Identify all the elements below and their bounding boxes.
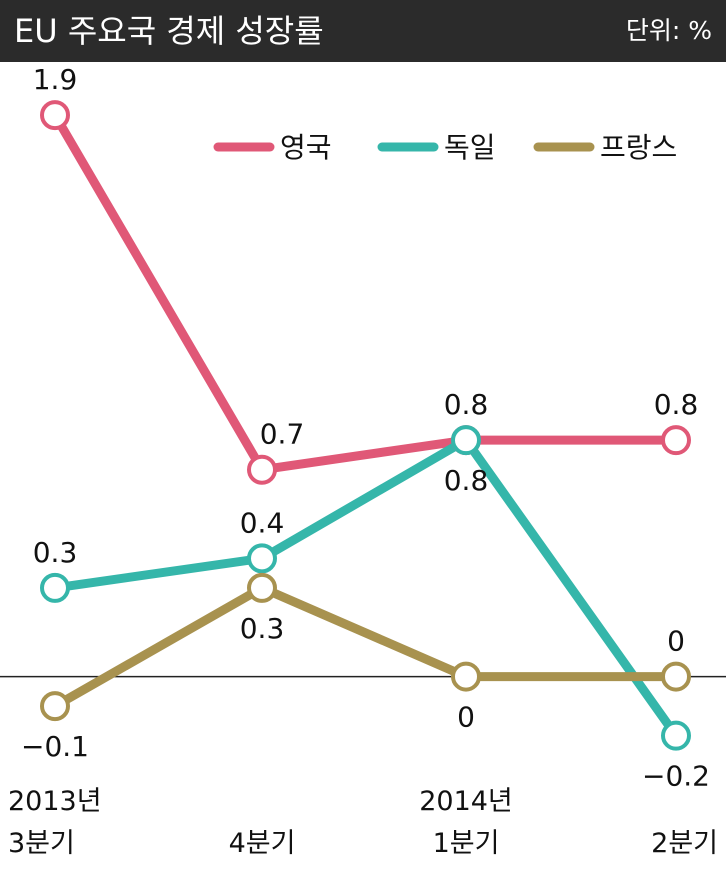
tick-label: 2분기 bbox=[651, 828, 718, 859]
data-point bbox=[661, 720, 691, 751]
data-label: 0 bbox=[667, 625, 685, 658]
x-axis-ticks: 2013년 3분기 4분기 2014년 1분기 2분기 bbox=[8, 786, 718, 859]
unit-label: 단위: % bbox=[625, 16, 712, 45]
data-label: 0.7 bbox=[260, 418, 305, 451]
data-point bbox=[661, 661, 691, 692]
tick-label: 2013년 bbox=[8, 786, 102, 817]
chart-header: EU 주요국 경제 성장률 단위: % bbox=[0, 0, 726, 62]
data-point bbox=[247, 572, 277, 603]
data-points bbox=[40, 100, 691, 751]
series-line-3 bbox=[50, 583, 681, 711]
data-label: 0.3 bbox=[33, 536, 78, 569]
data-label: 0.4 bbox=[240, 506, 285, 539]
data-label: 0 bbox=[457, 701, 475, 734]
data-point bbox=[40, 572, 70, 603]
data-label: −0.1 bbox=[21, 730, 89, 763]
chart-title: EU 주요국 경제 성장률 bbox=[14, 12, 324, 50]
data-label: 0.8 bbox=[444, 388, 489, 421]
data-labels: 1.9 0.7 0.8 0.8 0.3 0.4 0.8 −0.2 −0.1 0.3 0 0 bbox=[21, 63, 710, 793]
data-point bbox=[451, 661, 481, 692]
data-point bbox=[247, 543, 277, 574]
data-label: 0.8 bbox=[654, 388, 699, 421]
legend-label: 프랑스 bbox=[600, 131, 677, 164]
data-point bbox=[247, 454, 277, 485]
data-label: 0.8 bbox=[444, 464, 489, 497]
tick-label: 4분기 bbox=[229, 828, 296, 859]
legend: 영국 독일 프랑스 bbox=[213, 131, 677, 164]
data-point bbox=[661, 425, 691, 456]
data-point bbox=[451, 425, 481, 456]
data-label: 1.9 bbox=[33, 63, 78, 96]
data-point bbox=[40, 691, 70, 722]
tick-label: 2014년 bbox=[419, 786, 513, 817]
tick-label: 3분기 bbox=[8, 828, 75, 859]
tick-label: 1분기 bbox=[433, 828, 500, 859]
legend-label: 독일 bbox=[444, 131, 496, 164]
series-line-2 bbox=[50, 435, 681, 741]
series-lines bbox=[50, 110, 681, 741]
data-label: −0.2 bbox=[642, 760, 710, 793]
data-point bbox=[40, 100, 70, 131]
series-line-1 bbox=[50, 110, 681, 475]
data-label: 0.3 bbox=[240, 612, 285, 645]
legend-label: 영국 bbox=[280, 131, 332, 164]
